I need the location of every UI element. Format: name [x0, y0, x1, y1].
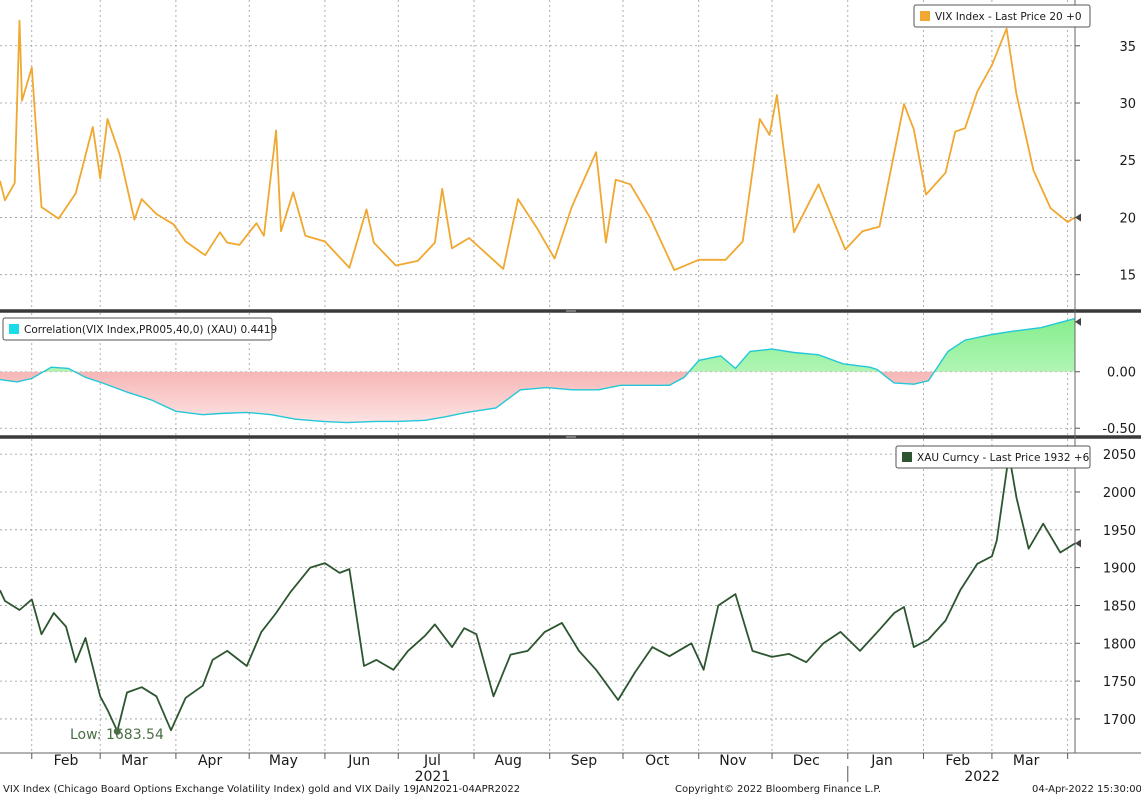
- footer-left: VIX Index (Chicago Board Options Exchang…: [3, 784, 521, 795]
- low-point-marker: [113, 727, 121, 735]
- x-tick-label: Mar: [1013, 753, 1040, 769]
- y-tick-label: 1900: [1103, 562, 1136, 577]
- x-tick-label: Nov: [719, 753, 746, 769]
- y-tick-label: 15: [1119, 269, 1136, 284]
- x-tick-label: Mar: [121, 753, 148, 769]
- footer-center: Copyright© 2022 Bloomberg Finance L.P.: [675, 784, 882, 795]
- footer-right: 04-Apr-2022 15:30:00: [1032, 784, 1141, 795]
- x-tick-label: Jul: [423, 753, 441, 769]
- y-tick-label: 1700: [1103, 713, 1136, 728]
- correlation-legend: Correlation(VIX Index,PR005,40,0) (XAU) …: [2, 317, 277, 341]
- gold-legend: XAU Curncy - Last Price 1932 +6: [895, 445, 1091, 469]
- x-tick-label: Jun: [347, 753, 370, 769]
- y-tick-label: 1750: [1103, 675, 1136, 690]
- grid-lines: [0, 0, 1075, 753]
- vix-legend: VIX Index - Last Price 20 +0: [913, 4, 1091, 28]
- x-tick-label: Sep: [571, 753, 598, 769]
- last-value-pointer: [1075, 539, 1081, 548]
- y-tick-label: -0.50: [1102, 422, 1136, 437]
- y-tick-label: 2000: [1103, 486, 1136, 501]
- vix-legend-text: VIX Index - Last Price 20 +0: [935, 11, 1082, 23]
- y-tick-label: 2050: [1103, 448, 1136, 463]
- x-tick-label: Jan: [870, 753, 893, 769]
- gold-legend-text: XAU Curncy - Last Price 1932 +6: [917, 452, 1090, 464]
- gold-series-line: [0, 453, 1076, 732]
- correlation-legend-swatch: [9, 324, 19, 334]
- y-tick-label: 1850: [1103, 599, 1136, 614]
- y-tick-label: 1800: [1103, 637, 1136, 652]
- gold-panel: [0, 450, 1076, 735]
- x-tick-label: Dec: [793, 753, 820, 769]
- vix-panel: [0, 19, 1076, 271]
- x-tick-label: Apr: [198, 753, 222, 769]
- last-value-pointer: [1075, 213, 1081, 222]
- x-tick-label: Feb: [945, 753, 970, 769]
- x-tick-label: Oct: [645, 753, 670, 769]
- vix-series-line: [0, 19, 1076, 271]
- vix-legend-swatch: [920, 11, 930, 21]
- gold-legend-swatch: [902, 452, 912, 462]
- y-tick-label: 0.00: [1107, 366, 1136, 381]
- correlation-panel: [0, 317, 1076, 424]
- x-tick-label: May: [269, 753, 298, 769]
- correlation-series-line: [0, 317, 1076, 424]
- low-label: Low: 1683.54: [70, 727, 164, 743]
- correlation-negative-area: [0, 371, 935, 423]
- x-year-label: 2022: [964, 769, 1000, 784]
- x-year-label: 2021: [415, 769, 451, 784]
- correlation-positive-area: [0, 318, 1075, 372]
- x-tick-label: Feb: [54, 753, 79, 769]
- correlation-legend-text: Correlation(VIX Index,PR005,40,0) (XAU) …: [24, 324, 277, 336]
- y-tick-label: 35: [1119, 40, 1136, 55]
- y-tick-label: 25: [1119, 154, 1136, 169]
- last-value-pointer: [1075, 317, 1081, 326]
- y-tick-label: 20: [1119, 211, 1136, 226]
- x-tick-label: Aug: [495, 753, 522, 769]
- y-tick-label: 30: [1119, 97, 1136, 112]
- y-tick-label: 1950: [1103, 524, 1136, 539]
